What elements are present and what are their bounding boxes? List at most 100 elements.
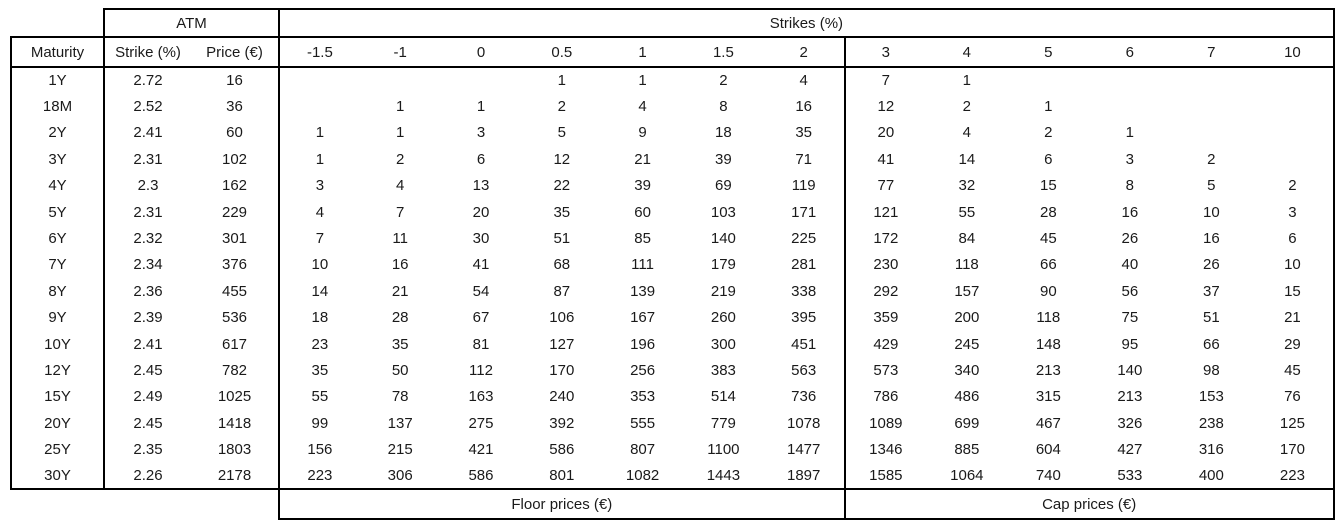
atm-strike-cell: 2.41 xyxy=(103,330,191,358)
floor-price-cell: 11 xyxy=(392,230,408,248)
atm-price-cell: 1025 xyxy=(191,383,280,411)
atm-price-column-header: Price (€) xyxy=(191,36,280,68)
floor-price-cell: 6 xyxy=(476,150,486,168)
cap-price-cell: 66 xyxy=(1202,335,1220,353)
maturity-cell: 12Y xyxy=(10,357,105,384)
cap-price-cell: 45 xyxy=(1039,230,1057,248)
table-row: 18M 2.52 36 1 1 2 4 8 16 12 2 1 xyxy=(10,93,1335,120)
floor-price-cell: 779 xyxy=(710,414,736,432)
cap-price-cell: 604 xyxy=(1035,441,1061,459)
floor-price-cell: 60 xyxy=(634,203,651,221)
cap-price-cell: 2 xyxy=(1207,150,1216,168)
floor-price-cell: 35 xyxy=(553,203,571,221)
floor-price-cell: 1 xyxy=(396,98,405,116)
cap-price-cell xyxy=(1171,93,1253,119)
maturity-cell: 6Y xyxy=(10,225,105,252)
cap-price-cell: 2 xyxy=(1252,172,1335,199)
atm-strike-cell: 2.34 xyxy=(103,251,191,279)
floor-price-cell: 353 xyxy=(630,388,656,406)
column-header-row: Maturity Strike (%) Price (€) -1.5 -1 0 … xyxy=(10,36,1335,68)
floor-price-cell: 13 xyxy=(472,177,490,195)
table-row: 20Y 2.45 1418 99 137 275 392 555 779 1078 1089 699 4… xyxy=(10,410,1335,437)
floor-price-cell: 67 xyxy=(472,309,490,327)
floor-price-cell: 30 xyxy=(472,230,490,248)
cap-price-cell: 125 xyxy=(1252,410,1335,437)
maturity-cell: 1Y xyxy=(10,67,105,94)
cap-price-cell: 90 xyxy=(1039,282,1057,300)
floor-price-cell: 171 xyxy=(763,198,846,226)
floor-price-cell: 1 xyxy=(638,72,647,90)
atm-price-cell: 16 xyxy=(191,67,280,94)
cap-price-cell: 1585 xyxy=(843,462,927,491)
floor-price-cell: 4 xyxy=(638,98,647,116)
floor-price-cell: 9 xyxy=(638,124,647,142)
floor-price-cell: 140 xyxy=(710,230,736,248)
cap-price-cell: 1089 xyxy=(843,410,927,437)
cap-price-cell: 37 xyxy=(1202,282,1220,300)
atm-strike-cell: 2.32 xyxy=(103,225,191,252)
floor-price-cell: 7 xyxy=(396,203,405,221)
atm-price-cell: 301 xyxy=(191,225,280,252)
floor-price-cell: 275 xyxy=(468,414,494,432)
floor-price-cell: 256 xyxy=(630,361,656,379)
table-row: 8Y 2.36 455 14 21 54 87 139 219 338 292 157 90 56 37 15 xyxy=(10,278,1335,305)
cap-price-cell: 3 xyxy=(1125,150,1134,168)
cap-price-cell: 40 xyxy=(1121,256,1139,274)
cap-price-cell: 15 xyxy=(1252,278,1335,305)
floor-price-cell: 1100 xyxy=(707,441,740,459)
cap-price-cell: 786 xyxy=(843,383,927,411)
cap-price-cell: 8 xyxy=(1125,177,1134,195)
cap-price-cell: 885 xyxy=(954,441,980,459)
maturity-cell: 30Y xyxy=(10,462,105,491)
cap-price-cell: 292 xyxy=(843,278,927,305)
cap-price-cell: 467 xyxy=(1035,414,1061,432)
floor-strike-header: 2 xyxy=(763,36,846,68)
cap-price-cell xyxy=(1089,93,1171,119)
cap-price-cell: 118 xyxy=(1036,309,1061,327)
floor-price-cell: 106 xyxy=(549,309,575,327)
atm-strike-cell: 2.49 xyxy=(103,383,191,411)
floor-price-cell: 1 xyxy=(278,119,360,147)
maturity-cell: 9Y xyxy=(10,304,105,331)
cap-price-cell: 77 xyxy=(843,172,927,199)
cap-price-cell: 7 xyxy=(843,67,927,94)
floor-price-cell: 111 xyxy=(631,256,654,274)
cap-price-cell: 10 xyxy=(1252,251,1335,279)
cap-price-cell: 14 xyxy=(958,150,976,168)
cap-price-cell: 740 xyxy=(1007,462,1090,491)
cap-price-cell: 223 xyxy=(1252,462,1335,491)
floor-price-cell: 163 xyxy=(468,388,494,406)
floor-price-cell: 736 xyxy=(763,383,846,411)
floor-price-cell: 50 xyxy=(391,361,409,379)
floor-price-cell: 21 xyxy=(391,282,409,300)
cap-price-cell: 2 xyxy=(962,98,971,116)
floor-price-cell: 3 xyxy=(278,172,360,199)
cap-price-cell: 20 xyxy=(843,119,927,147)
cap-price-cell: 28 xyxy=(1039,203,1057,221)
table-row: 1Y 2.72 16 1 1 2 4 7 1 xyxy=(10,67,1335,94)
cap-price-cell: 6 xyxy=(1044,150,1053,168)
table-row: 30Y 2.26 2178 223 306 586 801 1082 1443 1897 1585 1… xyxy=(10,462,1335,491)
atm-strike-cell: 2.35 xyxy=(103,436,191,463)
cap-price-cell: 230 xyxy=(843,251,927,279)
atm-strike-cell: 2.41 xyxy=(103,119,191,147)
cap-price-cell: 76 xyxy=(1252,383,1335,411)
table-row: 6Y 2.32 301 7 11 30 51 85 140 225 172 84 45 26 16 6 xyxy=(10,225,1335,252)
cap-price-cell xyxy=(1171,120,1253,146)
floor-price-cell: 1443 xyxy=(682,462,764,491)
floor-price-cell: 2 xyxy=(557,98,566,116)
floor-price-cell: 1 xyxy=(396,124,405,142)
floor-price-cell: 167 xyxy=(630,309,656,327)
atm-strike-cell: 2.39 xyxy=(103,304,191,331)
floor-price-cell: 78 xyxy=(391,388,409,406)
cap-price-cell: 699 xyxy=(954,414,980,432)
cap-strike-header: 5 xyxy=(1007,36,1090,68)
cap-price-cell: 429 xyxy=(843,330,927,358)
floor-price-cell: 1078 xyxy=(763,410,846,437)
floor-price-cell: 16 xyxy=(391,256,409,274)
floor-price-cell: 39 xyxy=(715,150,732,168)
cap-price-cell xyxy=(1252,119,1335,147)
floor-price-cell: 7 xyxy=(278,225,360,252)
floor-price-cell: 807 xyxy=(630,441,656,459)
group-header-row: ATM Strikes (%) xyxy=(11,8,1335,38)
